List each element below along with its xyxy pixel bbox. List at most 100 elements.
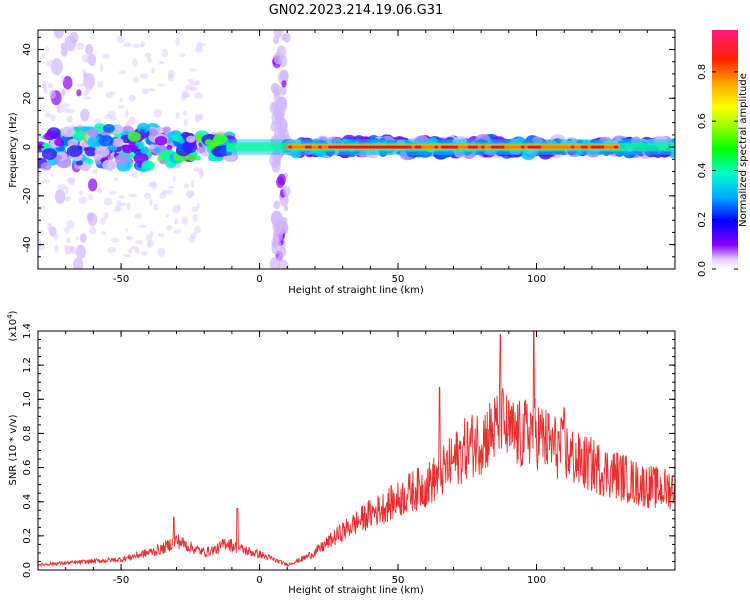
spectrogram-faint-blob (199, 169, 204, 179)
snr-x-axis-label: Height of straight line (km) (288, 585, 424, 596)
spectrogram-faint-blob (174, 218, 179, 225)
spectrogram-energy-blob (84, 146, 98, 157)
spectrogram-energy-blob (127, 131, 142, 142)
x-tick-label: 100 (527, 575, 546, 586)
spectrogram-scatter-blob (87, 53, 97, 66)
spectrogram-scatter-blob (278, 259, 289, 269)
spectrogram-scatter-blob (80, 108, 90, 122)
spectrogram-energy-blob (106, 162, 116, 170)
y-tick-label: 1.4 (22, 323, 33, 339)
spectrogram-faint-blob (117, 104, 125, 110)
spectrogram-faint-blob (45, 46, 50, 53)
y-tick-label: 0.0 (22, 562, 33, 578)
spectrogram-scatter-blob (76, 89, 82, 97)
spectrogram-faint-blob (139, 73, 149, 80)
spectrogram-energy-blob (40, 162, 52, 171)
x-tick-label: 0 (256, 274, 262, 285)
spectrogram-faint-blob (147, 88, 156, 92)
spectrogram-faint-blob (75, 236, 80, 241)
spectrogram-faint-blob (171, 205, 181, 214)
spectrogram-faint-blob (134, 239, 144, 245)
spectrogram-faint-blob (128, 193, 138, 198)
spectrogram-scatter-blob (283, 205, 289, 212)
spectrogram-energy-blob (133, 148, 142, 155)
spectrogram-faint-blob (134, 248, 141, 254)
spectrogram-scatter-blob (275, 89, 280, 96)
spectrogram-faint-blob (149, 198, 153, 206)
spectrogram-faint-blob (149, 181, 157, 188)
spectrogram-energy-blob (141, 160, 155, 171)
spectrogram-faint-blob (185, 189, 195, 198)
x-tick-label: 100 (527, 274, 546, 285)
spectrogram-faint-blob (153, 203, 159, 211)
spectrogram-energy-blob (139, 129, 146, 134)
spectrogram-faint-blob (53, 232, 59, 241)
spectrogram-faint-blob (68, 176, 76, 186)
spectrogram-faint-blob (81, 68, 86, 75)
spectrogram-faint-blob (158, 60, 165, 65)
spectrogram-scatter-blob (276, 176, 285, 189)
spectrogram-faint-blob (50, 114, 56, 122)
spectrogram-heatmap (38, 30, 675, 269)
spectrogram-faint-blob (66, 115, 73, 123)
spectrogram-energy-blob (136, 163, 143, 168)
spectrogram-faint-blob (99, 63, 104, 72)
spectrogram-x-axis-label: Height of straight line (km) (288, 285, 424, 296)
spectrogram-scatter-blob (79, 233, 87, 243)
spectrogram-faint-blob (132, 58, 138, 67)
y-tick-label: -40 (22, 236, 33, 252)
spectrogram-energy-blob (98, 135, 114, 147)
spectrogram-scatter-blob (87, 178, 98, 192)
spectrogram-faint-blob (131, 172, 138, 179)
spectrogram-faint-blob (194, 79, 201, 86)
spectrogram-energy-blob (159, 159, 167, 165)
spectrogram-faint-blob (100, 217, 106, 225)
spectrogram-scatter-blob (60, 42, 66, 50)
y-tick-label: 0.4 (22, 494, 33, 510)
snr-multiplier-base: (x10 (8, 319, 19, 342)
figure-title: GN02.2023.214.19.06.G31 (269, 3, 444, 18)
spectrogram-faint-blob (38, 172, 42, 176)
spectrogram-faint-blob (157, 247, 166, 257)
spectrogram-energy-blob (60, 126, 76, 138)
spectrogram-scatter-blob (279, 246, 287, 258)
spectrogram-scatter-blob (283, 32, 291, 43)
spectrogram-faint-blob (126, 235, 130, 240)
spectrogram-faint-blob (189, 68, 197, 72)
spectrogram-faint-blob (64, 226, 70, 234)
spectrogram-scatter-blob (282, 185, 291, 197)
spectrogram-faint-blob (103, 197, 113, 206)
spectrogram-faint-blob (39, 205, 46, 211)
spectrogram-faint-blob (153, 161, 158, 170)
spectrogram-energy-blob (42, 142, 50, 149)
spectrogram-faint-blob (184, 85, 193, 91)
spectrogram-faint-blob (109, 191, 117, 195)
spectrogram-scatter-blob (281, 80, 287, 88)
spectrogram-faint-blob (124, 109, 129, 118)
spectrogram-faint-blob (100, 230, 107, 236)
snr-y-ticks: 0.0 0.2 0.4 0.6 0.8 1.0 1.2 1.4 (22, 323, 675, 578)
y-tick-label: 0.2 (22, 528, 33, 544)
x-tick-label: 50 (392, 274, 405, 285)
spectrogram-scatter-blob (75, 244, 86, 259)
spectrogram-faint-blob (145, 234, 153, 243)
snr-multiplier: (x104) (6, 310, 19, 341)
spectrogram-faint-blob (194, 91, 204, 100)
spectrogram-scatter-blob (62, 75, 73, 90)
spectrogram-faint-blob (103, 212, 109, 219)
x-tick-label: 0 (256, 575, 262, 586)
spectrogram-faint-blob (183, 183, 190, 189)
snr-line-series (38, 331, 675, 568)
spectrogram-faint-blob (173, 229, 182, 234)
spectrogram-faint-blob (193, 225, 201, 234)
spectrogram-faint-blob (134, 213, 142, 220)
spectrogram-faint-blob (175, 37, 180, 46)
spectrogram-energy-blob (114, 153, 130, 166)
svg-text:(x104): (x104) (6, 310, 19, 341)
spectrogram-faint-blob (83, 90, 89, 97)
spectrogram-faint-blob (97, 81, 104, 88)
spectrogram-faint-blob (194, 46, 204, 53)
spectrogram-scatter-blob (269, 257, 281, 269)
spectrogram-faint-blob (167, 185, 175, 189)
